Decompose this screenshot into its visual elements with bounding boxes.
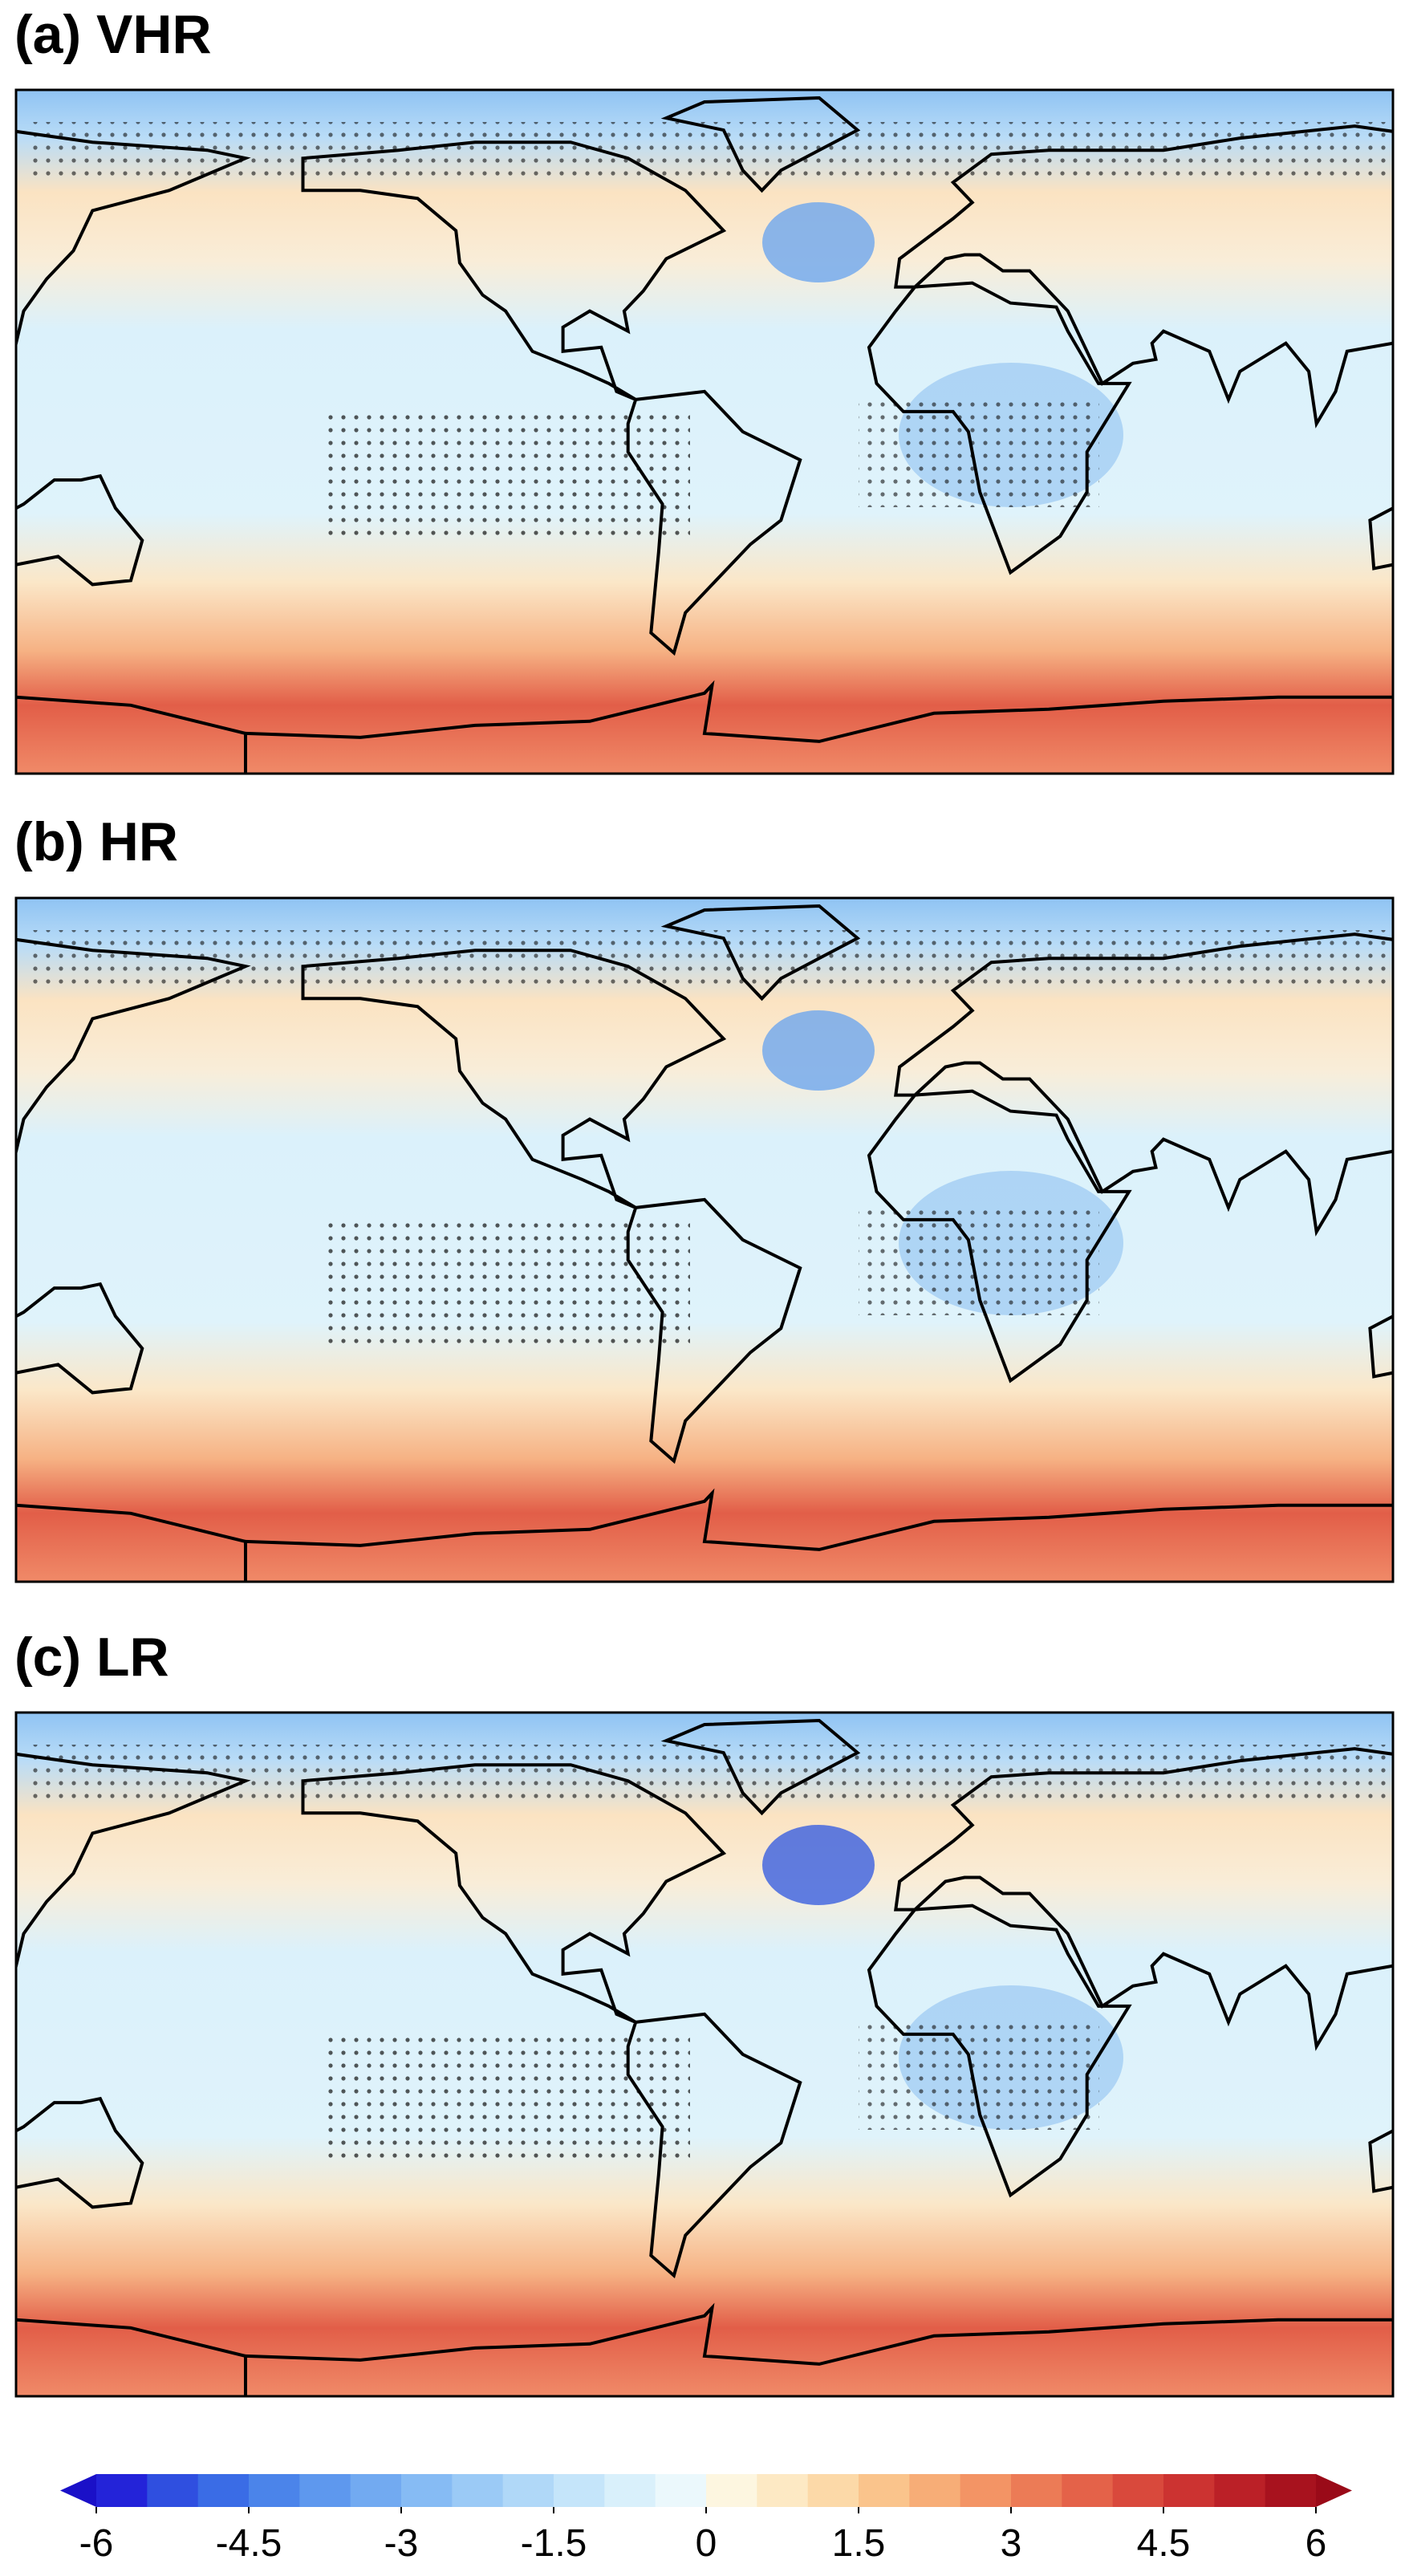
stipple xyxy=(32,1745,1388,1801)
colorbar-tick-label: -6 xyxy=(79,2522,114,2565)
map-frame xyxy=(14,88,1395,775)
colorbar-bin xyxy=(1214,2474,1266,2507)
colorbar-bin xyxy=(859,2474,910,2507)
map xyxy=(14,88,1395,775)
colorbar-tick-label: 4.5 xyxy=(1137,2522,1191,2565)
field xyxy=(16,898,1393,1582)
coastline xyxy=(244,1718,1393,2396)
map-content xyxy=(16,1713,1393,2396)
colorbar-bin xyxy=(249,2474,300,2507)
colorbar-tick-label: 1.5 xyxy=(832,2522,886,2565)
map xyxy=(14,1711,1395,2398)
colorbar-bin xyxy=(960,2474,1012,2507)
stipple xyxy=(321,2034,690,2162)
coastline xyxy=(244,904,1393,1582)
panels: (a) VHR (b) HR (c) LR xyxy=(14,4,1395,2398)
colorbar-tick-label: -3 xyxy=(384,2522,419,2565)
colorbar-extend-low xyxy=(60,2474,96,2507)
colorbar-bin xyxy=(1011,2474,1062,2507)
colorbar-tick-label: -4.5 xyxy=(216,2522,282,2565)
stipple xyxy=(32,930,1388,986)
panel-title: (b) HR xyxy=(14,811,178,872)
colorbar-tick-label: 3 xyxy=(1001,2522,1022,2565)
colorbar-bin xyxy=(1163,2474,1215,2507)
panel-title: (c) LR xyxy=(14,1627,169,1688)
colorbar-extend-high xyxy=(1316,2474,1352,2507)
panel-title: (a) VHR xyxy=(14,4,212,65)
colorbar-bin xyxy=(147,2474,199,2507)
colorbar-bin xyxy=(807,2474,859,2507)
colorbar-tick-label: 6 xyxy=(1305,2522,1327,2565)
colorbar-bin xyxy=(401,2474,453,2507)
colorbar: -6 -4.5 -3 -1.5 0 1.5 3 4.5 6 xyxy=(60,2474,1352,2565)
stipple xyxy=(32,122,1388,178)
colorbar-tick-label: -1.5 xyxy=(521,2522,587,2565)
anomaly xyxy=(762,202,875,282)
coastline xyxy=(244,95,1393,774)
colorbar-bin xyxy=(1265,2474,1317,2507)
colorbar-bin xyxy=(1062,2474,1114,2507)
anomaly xyxy=(762,1010,875,1091)
map-content xyxy=(16,898,1393,1582)
map-content xyxy=(16,90,1393,774)
colorbar-bin xyxy=(96,2474,148,2507)
colorbar-bin xyxy=(1112,2474,1164,2507)
colorbar-bin xyxy=(604,2474,656,2507)
colorbar-bin xyxy=(452,2474,504,2507)
anomaly xyxy=(762,1825,875,1905)
colorbar-bin xyxy=(197,2474,250,2507)
colorbar-bin xyxy=(909,2474,961,2507)
colorbar-bin xyxy=(554,2474,605,2507)
colorbar-bin xyxy=(757,2474,809,2507)
map-frame xyxy=(14,896,1395,1583)
colorbar-bin xyxy=(299,2474,351,2507)
field xyxy=(16,90,1393,774)
field xyxy=(16,1713,1393,2396)
colorbar-bin xyxy=(350,2474,402,2507)
map xyxy=(14,896,1395,1583)
colorbar-bin xyxy=(706,2474,757,2507)
stipple xyxy=(321,411,690,539)
colorbar-tick-label: 0 xyxy=(696,2522,717,2565)
map-frame xyxy=(14,1711,1395,2398)
colorbar-bin xyxy=(655,2474,707,2507)
colorbar-bin xyxy=(502,2474,554,2507)
stipple xyxy=(321,1219,690,1347)
